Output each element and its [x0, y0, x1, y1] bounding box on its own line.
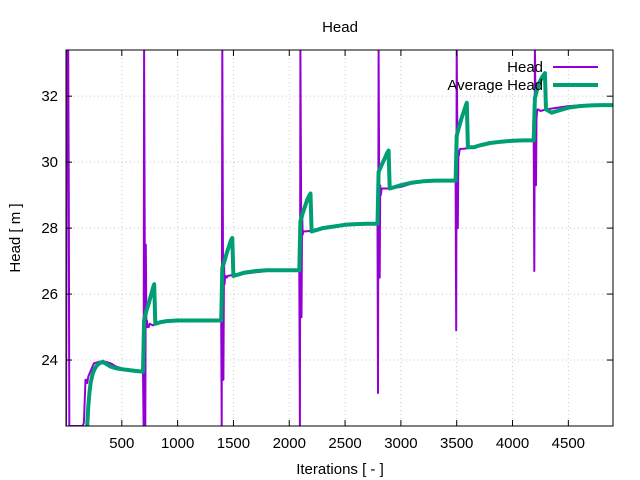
x-axis-title: Iterations [ - ] [296, 461, 384, 478]
series-line-average-head [85, 71, 613, 426]
legend-label-average-head: Average Head [447, 77, 543, 94]
x-tick-label: 4000 [496, 435, 529, 452]
y-tick-label: 32 [41, 88, 58, 105]
y-tick-label: 28 [41, 220, 58, 237]
x-tick-label: 4500 [552, 435, 585, 452]
series-layer [66, 50, 613, 426]
chart-title: Head [322, 19, 358, 36]
x-tick-label: 500 [109, 435, 134, 452]
x-tick-label: 1500 [217, 435, 250, 452]
plot-frame [65, 49, 614, 427]
y-tick-label: 24 [41, 352, 58, 369]
x-tick-label: 3500 [440, 435, 473, 452]
legend-label-head: Head [507, 59, 543, 76]
y-tick-label: 30 [41, 154, 58, 171]
y-axis-title: Head [ m ] [7, 203, 24, 272]
x-tick-label: 3000 [384, 435, 417, 452]
x-tick-label: 2500 [328, 435, 361, 452]
ticks-layer: 500 1000 1500 2000 2500 3000 3500 4000 4500 24 26 2… [41, 50, 613, 452]
x-tick-label: 2000 [273, 435, 306, 452]
x-tick-label: 1000 [161, 435, 194, 452]
legend: Head Average Head [447, 59, 598, 94]
y-tick-label: 26 [41, 286, 58, 303]
